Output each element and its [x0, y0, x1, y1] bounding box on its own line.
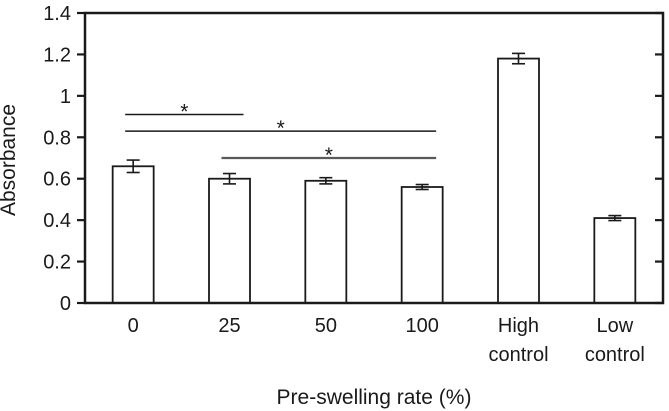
bar-High-control — [497, 57, 540, 304]
significance-markers-layer: * * * — [125, 101, 437, 167]
x-tick-label: Low — [596, 315, 633, 337]
error-bar-50 — [319, 176, 333, 185]
y-axis-title: Absorbance — [0, 104, 20, 216]
y-tick-label: 1 — [60, 86, 71, 108]
significance-marker: * — [221, 144, 437, 167]
bar-25 — [208, 177, 251, 304]
y-tick-label: 0.4 — [43, 210, 71, 232]
error-bar-0 — [126, 159, 140, 174]
error-bar-25 — [223, 172, 236, 185]
y-tick-label: 1.4 — [43, 3, 71, 25]
x-tick-label: High — [498, 315, 539, 337]
x-tick-label: 100 — [405, 315, 438, 337]
error-bars-layer — [126, 52, 622, 222]
y-tick-label: 0.8 — [43, 127, 71, 149]
x-tick-label: control — [488, 344, 548, 366]
bar-Low-control — [593, 217, 637, 304]
y-tick-label: 0 — [60, 293, 71, 315]
x-tick-label: 50 — [315, 315, 337, 337]
significance-asterisk: * — [325, 144, 333, 167]
x-tick-label: 0 — [128, 315, 139, 337]
error-bar-High-control — [512, 52, 525, 65]
axes-frame-layer — [83, 11, 665, 305]
x-tick-label: 25 — [218, 315, 240, 337]
x-tick-label: control — [585, 344, 645, 366]
y-tick-label: 1.2 — [43, 44, 71, 66]
ticks-layer — [77, 11, 663, 305]
significance-marker: * — [125, 117, 437, 140]
bar-100 — [400, 186, 444, 304]
significance-marker: * — [125, 101, 244, 124]
error-bar-100 — [415, 183, 429, 191]
bar-0 — [111, 165, 155, 304]
significance-asterisk: * — [180, 101, 188, 124]
error-bar-Low-control — [608, 214, 622, 222]
plot-frame — [83, 11, 665, 305]
tick-labels-layer: 0 0.2 0.4 0.6 0.8 1 1.2 1.4 0 25 50 100 High control L… — [43, 3, 645, 366]
y-tick-label: 0.6 — [43, 169, 71, 191]
bar-50 — [304, 179, 348, 304]
y-tick-label: 0.2 — [43, 252, 71, 274]
bars-layer — [111, 57, 637, 304]
significance-asterisk: * — [277, 117, 285, 140]
x-axis-title: Pre-swelling rate (%) — [277, 386, 472, 409]
